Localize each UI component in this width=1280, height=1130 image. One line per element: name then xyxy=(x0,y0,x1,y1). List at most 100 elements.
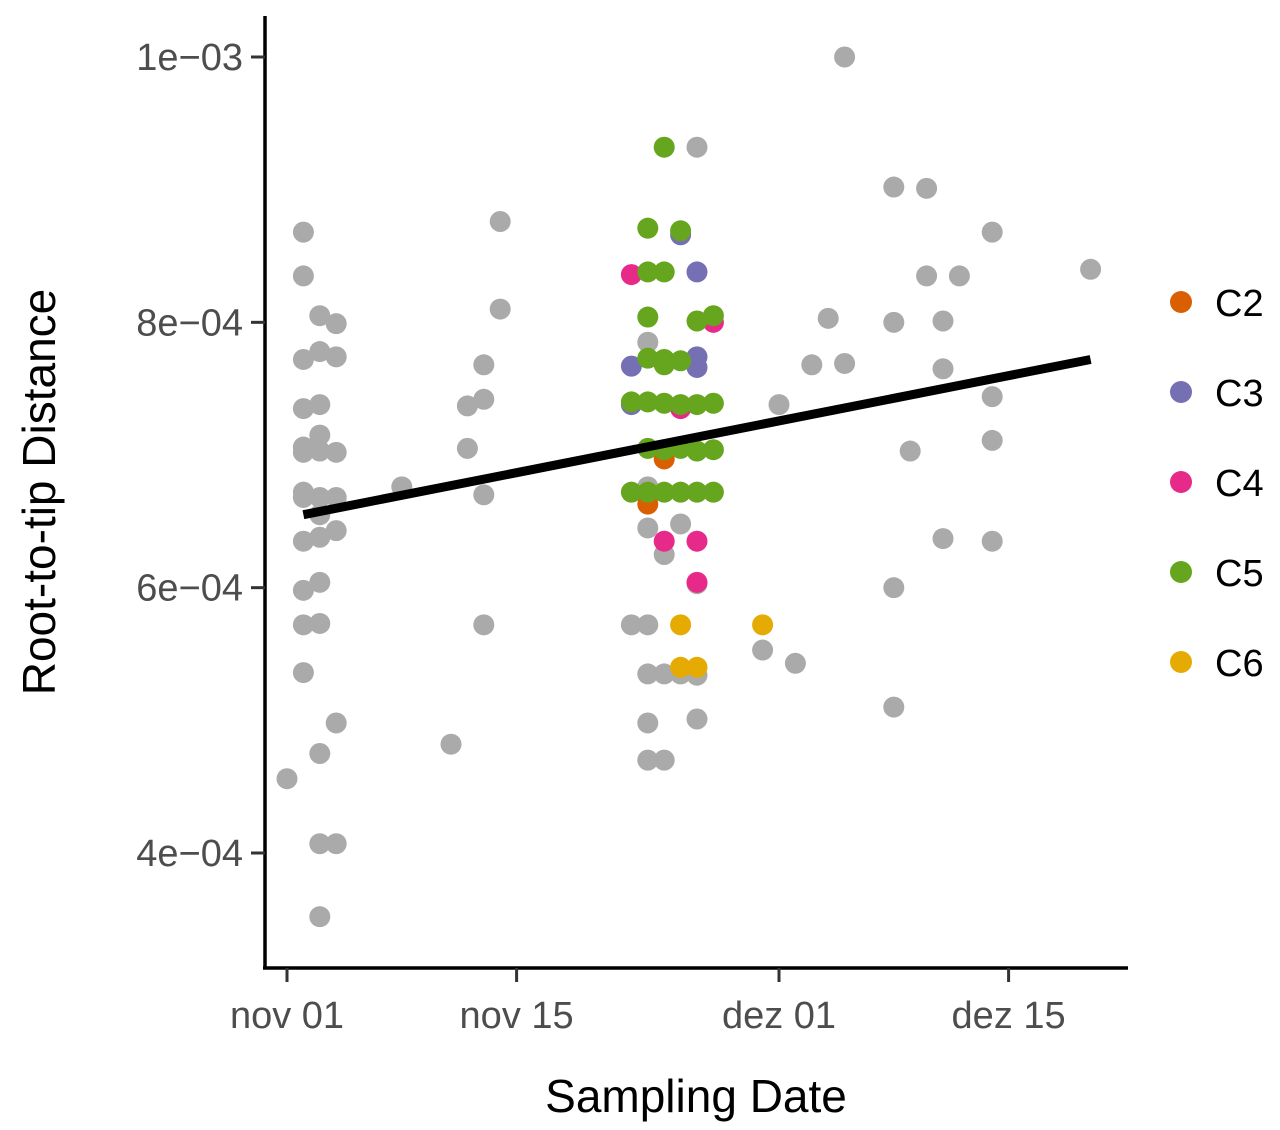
data-point xyxy=(653,136,675,158)
data-point xyxy=(637,614,659,636)
data-point xyxy=(883,577,905,599)
data-point xyxy=(981,530,1003,552)
data-point xyxy=(653,392,675,414)
x-axis-title: Sampling Date xyxy=(545,1070,847,1122)
legend: C2 C3 C4 C5 C6 xyxy=(1170,283,1264,685)
data-point xyxy=(309,394,331,416)
data-point xyxy=(473,484,495,506)
data-point xyxy=(981,386,1003,408)
data-point xyxy=(637,663,659,685)
data-point xyxy=(637,391,659,413)
data-point xyxy=(292,441,314,463)
y-axis-title: Root-to-tip Distance xyxy=(13,289,65,696)
data-point xyxy=(702,481,724,503)
data-point xyxy=(309,305,331,327)
data-point xyxy=(620,614,642,636)
data-point xyxy=(948,265,970,287)
data-point xyxy=(292,486,314,508)
data-point xyxy=(784,652,806,674)
legend-key xyxy=(1170,291,1192,313)
data-point xyxy=(670,220,692,242)
data-point xyxy=(473,354,495,376)
data-point xyxy=(702,392,724,414)
data-point xyxy=(489,298,511,320)
data-point xyxy=(292,614,314,636)
data-point xyxy=(309,440,331,462)
data-point xyxy=(686,356,708,378)
data-point xyxy=(932,528,954,550)
data-point xyxy=(456,437,478,459)
data-point xyxy=(686,571,708,593)
data-point xyxy=(653,663,675,685)
data-point xyxy=(932,358,954,380)
regression-line xyxy=(302,355,1092,520)
data-point xyxy=(489,211,511,233)
x-tick-label: dez 15 xyxy=(952,995,1066,1037)
data-point xyxy=(686,656,708,678)
data-point xyxy=(637,712,659,734)
x-tick-label: nov 15 xyxy=(460,995,574,1037)
data-point xyxy=(309,571,331,593)
data-point xyxy=(276,768,298,790)
y-tick-label: 4e−04 xyxy=(136,833,243,875)
data-point xyxy=(309,424,331,446)
series-unassigned xyxy=(276,46,1102,928)
data-point xyxy=(325,346,347,368)
data-point xyxy=(670,656,692,678)
data-point xyxy=(686,440,708,462)
data-point xyxy=(653,354,675,376)
legend-label: C5 xyxy=(1215,553,1264,595)
x-tick-label: dez 01 xyxy=(722,995,836,1037)
data-point xyxy=(899,440,921,462)
data-point xyxy=(702,439,724,461)
data-point xyxy=(637,331,659,353)
legend-label: C3 xyxy=(1215,373,1264,415)
legend-label: C6 xyxy=(1215,643,1264,685)
x-axis-ticks: nov 01 nov 15 dez 01 dez 15 xyxy=(230,968,1066,1037)
data-point xyxy=(702,305,724,327)
y-axis-ticks: 4e−04 6e−04 8e−04 1e−03 xyxy=(136,37,265,875)
data-point xyxy=(670,513,692,535)
data-point xyxy=(325,441,347,463)
y-tick-label: 8e−04 xyxy=(136,302,243,344)
data-point xyxy=(670,481,692,503)
legend-label: C2 xyxy=(1215,283,1264,325)
data-point xyxy=(981,429,1003,451)
series-c6 xyxy=(670,614,774,678)
data-point xyxy=(309,612,331,634)
data-point xyxy=(473,614,495,636)
data-point xyxy=(440,733,462,755)
y-tick-label: 6e−04 xyxy=(136,568,243,610)
data-point xyxy=(817,307,839,329)
data-point xyxy=(309,341,331,363)
data-point xyxy=(309,526,331,548)
data-point xyxy=(752,614,774,636)
data-point xyxy=(637,749,659,771)
data-point xyxy=(916,177,938,199)
data-point xyxy=(456,395,478,417)
data-point xyxy=(883,696,905,718)
x-tick-label: nov 01 xyxy=(230,995,344,1037)
data-point xyxy=(686,261,708,283)
data-point xyxy=(309,833,331,855)
data-point xyxy=(834,352,856,374)
data-point xyxy=(932,310,954,332)
data-point xyxy=(670,350,692,372)
legend-key xyxy=(1170,651,1192,673)
data-point xyxy=(620,391,642,413)
data-point xyxy=(292,579,314,601)
legend-key xyxy=(1170,471,1192,493)
data-point xyxy=(686,394,708,416)
data-point xyxy=(292,265,314,287)
data-point xyxy=(620,264,642,286)
data-point xyxy=(883,311,905,333)
data-point xyxy=(325,520,347,542)
data-point xyxy=(637,347,659,369)
data-point xyxy=(637,481,659,503)
data-point xyxy=(686,481,708,503)
data-point xyxy=(473,388,495,410)
data-point xyxy=(325,712,347,734)
data-point xyxy=(620,481,642,503)
data-point xyxy=(620,355,642,377)
